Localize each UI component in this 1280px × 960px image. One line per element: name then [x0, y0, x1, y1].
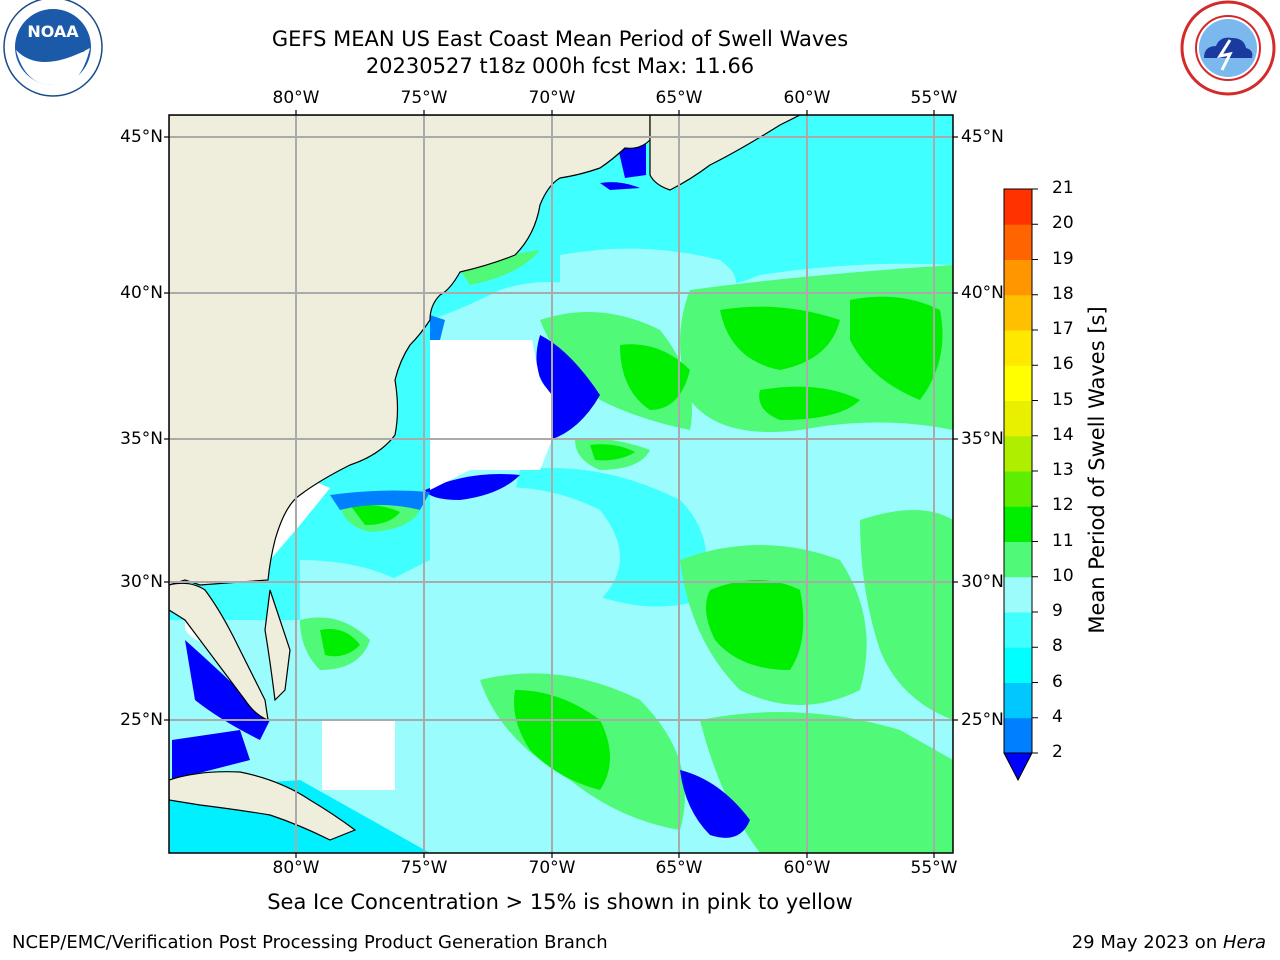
map-ticks [164, 110, 958, 858]
colorbar-tick-label: 8 [1052, 636, 1063, 657]
forecast-subtitle: 20230527 t18z 000h fcst Max: 11.66 [365, 54, 755, 78]
colorbar-tick-label: 2 [1052, 742, 1063, 762]
colorbar-segment [1004, 682, 1032, 719]
lat-label-right: 40°N [961, 283, 1004, 303]
nws-logo [1180, 0, 1276, 96]
colorbar-segment [1004, 224, 1032, 260]
colorbar-segment [1004, 717, 1032, 754]
colorbar-segment [1004, 541, 1032, 578]
lat-label-right: 25°N [961, 710, 1004, 730]
lat-label-left: 35°N [120, 429, 163, 449]
colorbar-segment [1004, 365, 1032, 401]
graticule [169, 115, 953, 853]
lon-label-top: 65°W [655, 88, 703, 108]
lat-label-right: 30°N [961, 572, 1004, 592]
lon-label-top: 70°W [528, 88, 576, 108]
lat-label-right: 35°N [961, 429, 1004, 449]
colorbar-tick-label: 16 [1052, 354, 1074, 375]
lon-label-top: 80°W [272, 88, 320, 108]
no-data-region [430, 340, 552, 490]
colorbar-segment [1004, 330, 1032, 366]
credit-line: NCEP/EMC/Verification Post Processing Pr… [12, 932, 608, 953]
colorbar [1003, 188, 1038, 782]
swell-period-map [169, 115, 953, 853]
land-cuba [169, 771, 357, 841]
date-text: 29 May 2023 on [1071, 932, 1223, 953]
colorbar-tick-label: 13 [1052, 460, 1074, 480]
lon-label-bottom: 60°W [783, 858, 831, 878]
colorbar-tick-label: 6 [1052, 671, 1063, 692]
colorbar-label: Mean Period of Swell Waves [s] [1085, 306, 1109, 634]
land-florida-gulf [169, 582, 269, 721]
lon-label-top: 75°W [400, 88, 448, 108]
colorbar-extend-arrow [1003, 752, 1033, 782]
lon-label-bottom: 65°W [655, 858, 703, 878]
colorbar-segment [1004, 189, 1032, 225]
colorbar-tick-label: 12 [1052, 495, 1074, 516]
colorbar-segment [1004, 612, 1032, 648]
colorbar-segment [1004, 647, 1032, 683]
colorbar-tick-label: 15 [1052, 389, 1074, 410]
machine-name: Hera [1222, 932, 1266, 953]
date-stamp: 29 May 2023 on Hera [1072, 932, 1266, 953]
colorbar-tick-label: 14 [1052, 424, 1074, 445]
colorbar-tick-label: 10 [1052, 565, 1074, 586]
colorbar-tick-label: 19 [1052, 248, 1074, 269]
lat-label-right: 45°N [961, 127, 1004, 147]
colorbar-segment [1004, 294, 1032, 331]
colorbar-tick-label: 17 [1052, 319, 1074, 339]
colorbar-tick-label: 20 [1052, 213, 1074, 234]
colorbar-tick-label: 11 [1052, 530, 1074, 551]
lat-label-left: 25°N [120, 710, 163, 730]
colorbar-segment [1004, 471, 1032, 507]
noaa-logo-text: NOAA [27, 22, 79, 41]
lon-label-top: 55°W [910, 88, 958, 108]
lon-label-top: 60°W [783, 88, 831, 108]
colorbar-tick-label: 4 [1052, 706, 1063, 727]
colorbar-tick-label: 18 [1052, 283, 1074, 304]
colorbar-segment [1004, 435, 1032, 472]
lat-label-left: 40°N [120, 283, 163, 303]
noaa-logo: NOAA [3, 0, 103, 97]
lat-label-left: 30°N [120, 572, 163, 592]
sea-ice-note: Sea Ice Concentration > 15% is shown in … [267, 890, 853, 914]
lat-label-left: 45°N [120, 127, 163, 147]
lon-label-bottom: 80°W [272, 858, 320, 878]
colorbar-segment [1004, 400, 1032, 437]
map-frame [168, 114, 954, 854]
colorbar-segment [1004, 576, 1032, 613]
lon-label-bottom: 55°W [910, 858, 958, 878]
land-florida-peninsula [264, 589, 291, 702]
colorbar-segment [1004, 259, 1032, 296]
lon-label-bottom: 70°W [528, 858, 576, 878]
chart-title: GEFS MEAN US East Coast Mean Period of S… [271, 27, 849, 51]
colorbar-tick-label: 9 [1052, 601, 1063, 621]
colorbar-tick-label: 21 [1052, 178, 1074, 198]
land-canada [649, 115, 801, 191]
land-us-east-coast [169, 115, 651, 586]
lon-label-bottom: 75°W [400, 858, 448, 878]
colorbar-segment [1004, 506, 1032, 542]
swell-band-10-11 [720, 306, 840, 370]
